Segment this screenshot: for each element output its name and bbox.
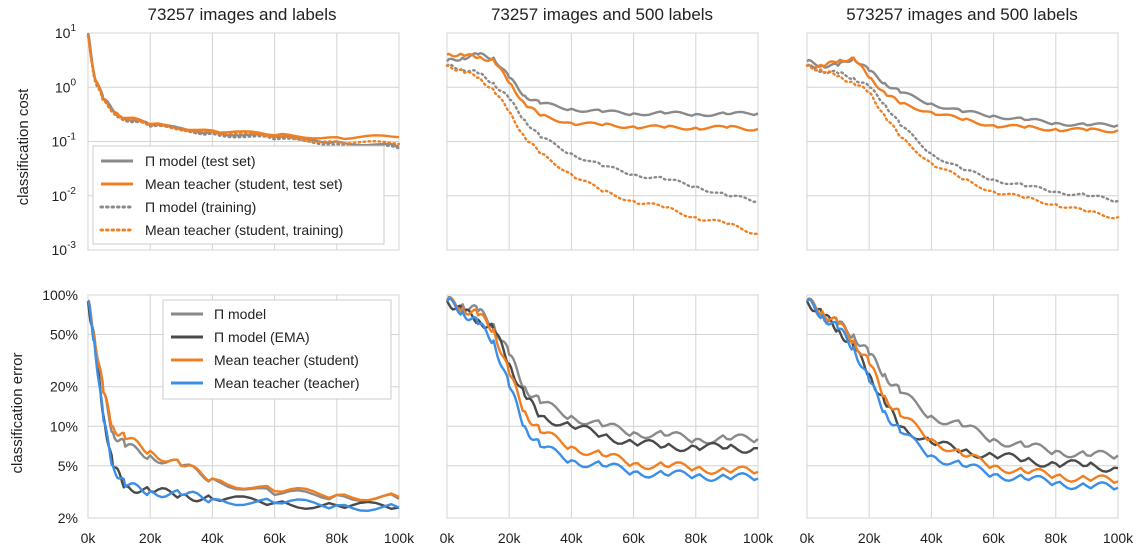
legend-label-pi-test: Π model (test set): [145, 153, 255, 169]
y-tick-label: 100: [55, 77, 77, 95]
legend-label-pi-ema: Π model (EMA): [214, 329, 310, 345]
y-tick-label: 100%: [42, 287, 78, 303]
panel-error-500: 0k 20k 40k 60k 80k 100k: [440, 294, 774, 546]
legend-cost-box: [92, 145, 385, 245]
col-title-2: 73257 images and 500 labels: [491, 5, 713, 24]
legend-label-mt-teacher: Mean teacher (teacher): [214, 375, 360, 391]
y-tick-label: 50%: [50, 327, 78, 343]
col-title-3: 573257 images and 500 labels: [846, 5, 1078, 24]
x-tick-label: 0k: [81, 530, 97, 546]
series-line-model-test-set: [806, 56, 1119, 128]
series-line-mean-teacher-student: [87, 300, 400, 502]
series-line-mean-teacher-student-training: [86, 34, 401, 146]
series-line-mean-teacher-teacher: [806, 298, 1119, 491]
y-tick-label: 20%: [50, 379, 78, 395]
x-tick-label: 0k: [800, 530, 816, 546]
plot-area: [446, 294, 759, 519]
plot-area: [806, 294, 1119, 519]
series-line-mean-teacher-teacher: [446, 297, 759, 483]
legend-label-mt-test: Mean teacher (student, test set): [145, 176, 343, 192]
x-tick-label: 40k: [920, 530, 944, 546]
row-label-error: classification error: [9, 353, 26, 474]
x-tick-label: 100k: [743, 530, 774, 546]
series-line-mean-teacher-teacher: [86, 300, 400, 512]
x-tick-label: 20k: [139, 530, 163, 546]
series-line-model-training: [86, 34, 401, 150]
y-tick-label: 10-2: [52, 186, 77, 204]
x-tick-label: 60k: [263, 530, 287, 546]
series-line-mean-teacher-student-training: [805, 64, 1120, 220]
y-tick-label: 10-1: [52, 132, 77, 150]
legend-label-mt-student: Mean teacher (student): [214, 352, 359, 368]
row-label-cost: classification cost: [15, 88, 32, 206]
y-tick-label: 2%: [58, 510, 78, 526]
legend-error: Π model Π model (EMA) Mean teacher (stud…: [162, 299, 392, 400]
series-line-model: [806, 297, 1119, 460]
x-tick-label: 80k: [685, 530, 709, 546]
y-tick-label: 10-3: [52, 240, 77, 258]
legend-cost: Π model (test set) Mean teacher (student…: [92, 145, 385, 245]
y-tick-label: 5%: [58, 458, 78, 474]
x-tick-label: 20k: [858, 530, 882, 546]
legend-label-mt-train: Mean teacher (student, training): [145, 222, 343, 238]
series-line-mean-teacher-student: [806, 297, 1119, 485]
y-tick-label: 101: [55, 23, 77, 41]
x-tick-label: 60k: [982, 530, 1006, 546]
x-tick-label: 40k: [201, 530, 225, 546]
x-tick-label: 60k: [622, 530, 646, 546]
series-line-mean-teacher-student-test-set: [446, 52, 759, 132]
series-line-mean-teacher-student: [446, 296, 759, 476]
legend-label-pi: Π model: [214, 306, 266, 322]
series-line-model-training: [445, 63, 760, 204]
x-tick-label: 80k: [1045, 530, 1069, 546]
series-line-mean-teacher-student-test-set: [806, 56, 1119, 134]
panel-error-573k: 0k 20k 40k 60k 80k 100k: [800, 294, 1134, 546]
series-line-model-test-set: [446, 52, 759, 118]
x-tick-label: 100k: [1103, 530, 1134, 546]
panel-cost-573k: [805, 32, 1120, 251]
x-tick-label: 40k: [560, 530, 584, 546]
x-tick-label: 100k: [384, 530, 415, 546]
x-tick-label: 0k: [440, 530, 456, 546]
x-tick-label: 20k: [498, 530, 522, 546]
y-tick-label: 10%: [50, 418, 78, 434]
series-line-mean-teacher-student-test-set: [86, 35, 400, 141]
series-line-model: [445, 295, 759, 445]
legend-label-pi-train: Π model (training): [145, 199, 256, 215]
panel-cost-500: [445, 32, 760, 251]
series-line-mean-teacher-student-training: [445, 64, 760, 236]
x-tick-label: 80k: [326, 530, 350, 546]
col-title-1: 73257 images and labels: [147, 5, 336, 24]
series-line-model-training: [805, 63, 1120, 204]
